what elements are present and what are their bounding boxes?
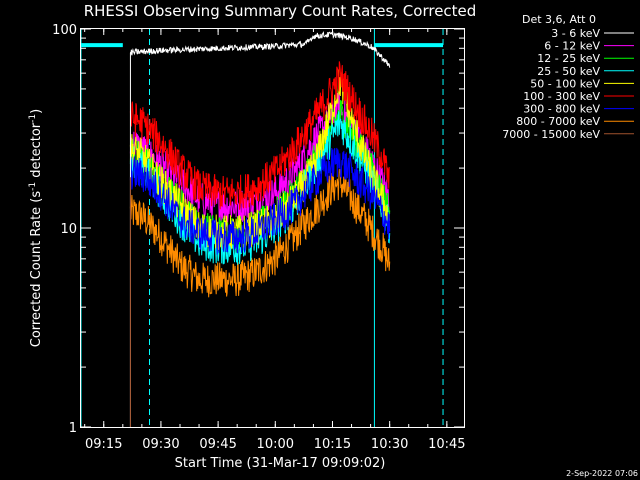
x-tick-label: 09:30 xyxy=(142,437,179,452)
y-tick-label: 100 xyxy=(52,23,77,38)
series-line xyxy=(129,92,391,225)
x-tick-label: 09:45 xyxy=(199,437,236,452)
chart-title: RHESSI Observing Summary Count Rates, Co… xyxy=(84,2,477,20)
legend-label: 3 - 6 keV xyxy=(551,27,600,40)
series-300-800-kev xyxy=(129,147,391,255)
legend-label: 7000 - 15000 keV xyxy=(502,128,600,141)
y-tick-label: 10 xyxy=(60,222,77,237)
x-axis-title: Start Time (31-Mar-17 09:09:02) xyxy=(175,456,386,471)
legend-title: Det 3,6, Att 0 xyxy=(522,13,596,26)
series-6-12-kev xyxy=(129,92,391,225)
y-axis-title-sup2: -1 xyxy=(28,114,38,123)
series-line xyxy=(129,31,391,68)
series-line xyxy=(129,147,391,255)
plot-frame xyxy=(80,28,465,428)
legend-label: 100 - 300 keV xyxy=(523,90,600,103)
x-tick-label: 10:45 xyxy=(428,437,465,452)
y-axis-title-sup1: -1 xyxy=(28,182,38,191)
series-line xyxy=(129,169,391,298)
plot-area xyxy=(80,29,444,427)
series-100-300-kev xyxy=(129,61,391,210)
x-tick-label: 09:15 xyxy=(85,437,122,452)
legend-label: 50 - 100 keV xyxy=(530,77,600,90)
y-axis-title-mid: detector xyxy=(29,122,44,182)
footer-date: 2-Sep-2022 07:06 xyxy=(566,469,638,478)
legend-label: 300 - 800 keV xyxy=(523,103,600,116)
y-axis: 1 10 100 xyxy=(52,23,464,436)
legend-label: 6 - 12 keV xyxy=(544,40,600,53)
legend-label: 25 - 50 keV xyxy=(537,65,600,78)
x-tick-label: 10:00 xyxy=(257,437,294,452)
x-axis: 09:15 09:30 09:45 10:00 10:15 10:30 10:45 xyxy=(84,29,466,452)
x-tick-label: 10:15 xyxy=(314,437,351,452)
y-axis-title-main: Corrected Count Rate (s xyxy=(29,191,44,348)
series-800-7000-kev xyxy=(129,169,391,298)
y-tick-label: 1 xyxy=(69,421,77,436)
series-line xyxy=(129,61,391,210)
x-tick-label: 10:30 xyxy=(371,437,408,452)
legend-label: 12 - 25 keV xyxy=(537,52,600,65)
y-axis-title: Corrected Count Rate (s-1 detector-1) xyxy=(28,109,44,347)
y-axis-title-end: ) xyxy=(29,109,44,114)
legend-label: 800 - 7000 keV xyxy=(516,115,600,128)
